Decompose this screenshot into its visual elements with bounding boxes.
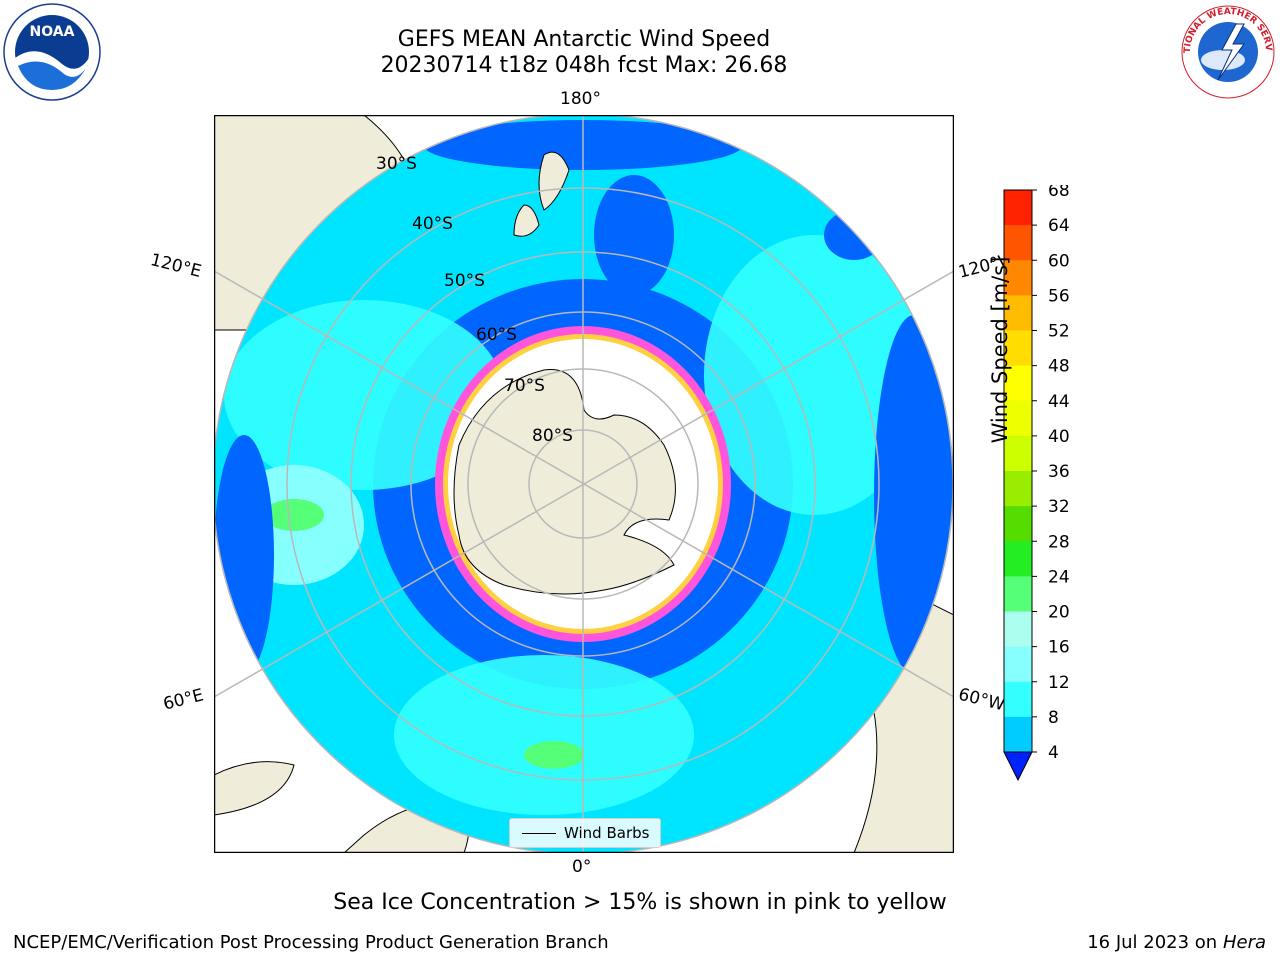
nws-logo: NATIONAL WEATHER SERVICE xyxy=(1178,2,1276,100)
colorbar-bin xyxy=(1004,646,1032,683)
colorbar-bin xyxy=(1004,260,1032,296)
colorbar-tick-label: 28 xyxy=(1048,532,1070,552)
footer-date-text: 16 Jul 2023 on xyxy=(1087,932,1223,953)
colorbar-tick-label: 24 xyxy=(1048,567,1070,587)
colorbar-tick-label: 56 xyxy=(1048,286,1070,306)
colorbar-bin xyxy=(1004,295,1032,331)
colorbar-bin xyxy=(1004,365,1032,402)
colorbar-bin xyxy=(1004,716,1032,753)
lon-label-0: 0° xyxy=(572,857,592,877)
footer-credit: NCEP/EMC/Verification Post Processing Pr… xyxy=(13,932,609,953)
wind-barbs-legend-label: Wind Barbs xyxy=(564,824,650,842)
colorbar-bin xyxy=(1004,541,1032,577)
lat-label-30s: 30°S xyxy=(376,154,417,174)
map-subtitle: 20230714 t18z 048h fcst Max: 26.68 xyxy=(380,53,788,78)
noaa-logo: NOAA xyxy=(3,3,101,101)
colorbar-tick-label: 20 xyxy=(1048,603,1070,623)
colorbar-tick-label: 44 xyxy=(1048,392,1070,412)
footer-host: Hera xyxy=(1222,932,1266,953)
colorbar-bin xyxy=(1004,471,1032,507)
colorbar-tick-label: 12 xyxy=(1048,673,1070,693)
colorbar-tick-label: 64 xyxy=(1048,216,1070,236)
polar-map: 30°S 40°S 50°S 60°S 70°S 80°S xyxy=(214,115,954,853)
lat-label-60s: 60°S xyxy=(476,325,517,345)
lat-label-70s: 70°S xyxy=(504,376,545,396)
noaa-wordmark: NOAA xyxy=(30,24,75,40)
colorbar-bin xyxy=(1004,330,1032,367)
lon-label-180: 180° xyxy=(560,89,601,109)
colorbar-bin xyxy=(1004,435,1032,472)
wind-barbs-legend: Wind Barbs xyxy=(509,818,661,848)
colorbar-tick-label: 4 xyxy=(1048,743,1059,763)
sea-ice-caption: Sea Ice Concentration > 15% is shown in … xyxy=(333,890,947,915)
lon-label-60e: 60°E xyxy=(161,685,206,715)
colorbar-bin xyxy=(1004,190,1032,226)
colorbar-tick-label: 8 xyxy=(1048,708,1059,728)
colorbar-tick-label: 32 xyxy=(1048,497,1070,517)
colorbar-tick-label: 40 xyxy=(1048,427,1070,447)
colorbar-extend-arrow xyxy=(1003,751,1033,782)
colorbar-tick-label: 16 xyxy=(1048,638,1070,658)
colorbar-label: Wind Speed [m/s] xyxy=(988,256,1012,444)
lat-label-80s: 80°S xyxy=(532,426,573,446)
colorbar-bin xyxy=(1004,611,1032,648)
colorbar-tick-label: 48 xyxy=(1048,357,1070,377)
colorbar-bin xyxy=(1004,681,1032,718)
lat-label-50s: 50°S xyxy=(444,271,485,291)
colorbar-bin xyxy=(1004,506,1032,542)
colorbar-bin xyxy=(1004,225,1032,261)
colorbar-tick-label: 60 xyxy=(1048,251,1070,271)
colorbar-tick-label: 52 xyxy=(1048,322,1070,342)
colorbar-bin xyxy=(1004,400,1032,437)
wind-barb-swatch xyxy=(522,832,556,834)
colorbar-bin xyxy=(1004,576,1032,612)
lat-label-40s: 40°S xyxy=(412,214,453,234)
map-title: GEFS MEAN Antarctic Wind Speed xyxy=(397,27,771,52)
footer-date: 16 Jul 2023 on Hera xyxy=(1087,932,1266,953)
lon-label-120e: 120°E xyxy=(148,250,204,282)
colorbar-tick-label: 36 xyxy=(1048,462,1070,482)
colorbar-tick-label: 68 xyxy=(1048,185,1070,201)
